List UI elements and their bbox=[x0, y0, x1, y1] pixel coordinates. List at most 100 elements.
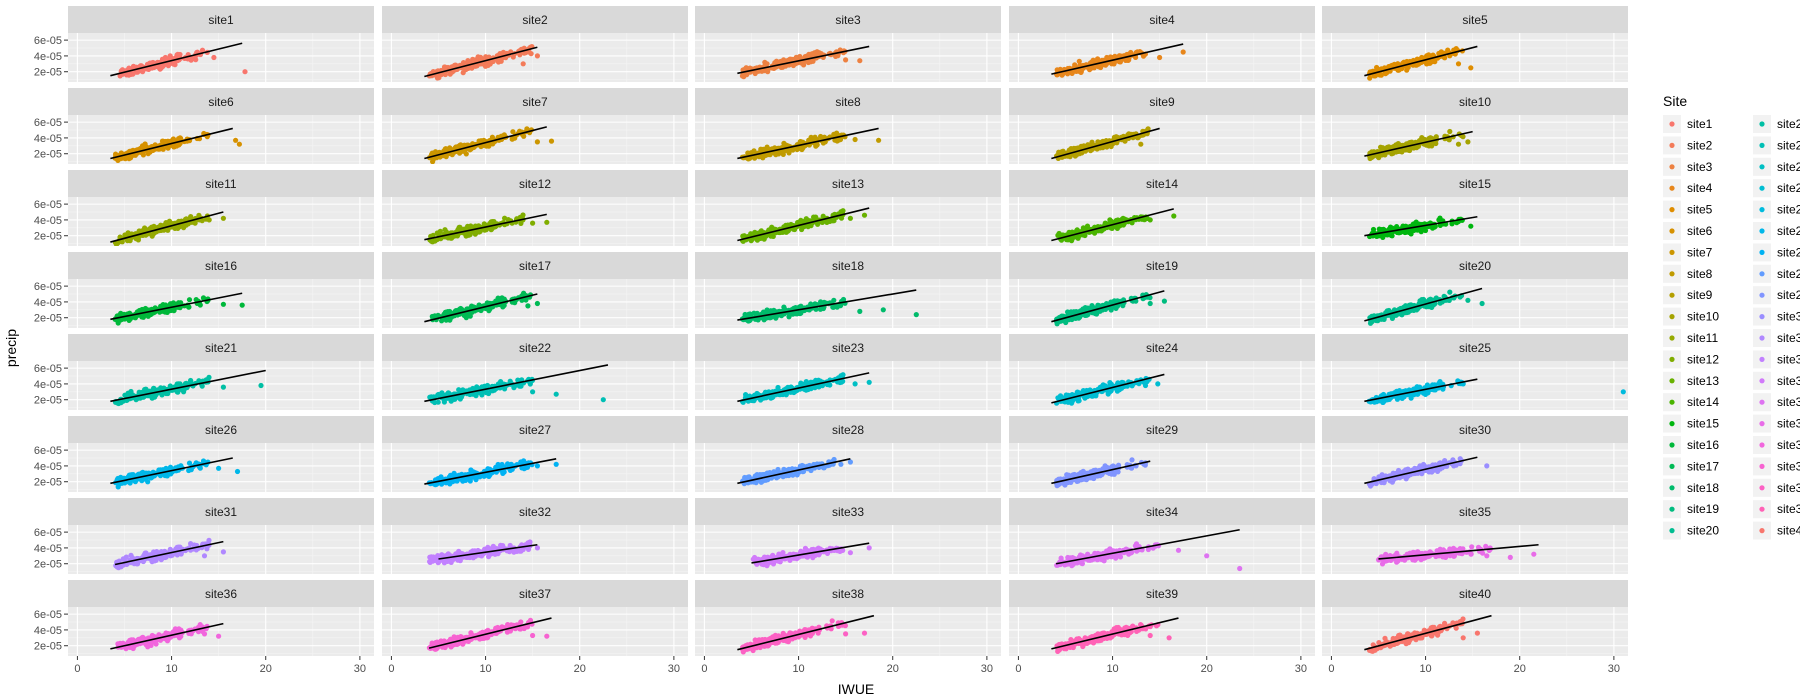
data-point bbox=[483, 54, 489, 60]
data-point bbox=[510, 129, 516, 135]
data-point bbox=[1426, 304, 1432, 310]
data-point bbox=[1108, 225, 1114, 231]
data-point bbox=[441, 397, 447, 403]
data-point bbox=[242, 69, 248, 75]
data-point bbox=[478, 54, 484, 60]
data-point bbox=[1147, 217, 1153, 223]
data-point bbox=[1099, 383, 1105, 389]
regression-line bbox=[110, 211, 224, 243]
data-point bbox=[1147, 300, 1153, 307]
data-point bbox=[158, 222, 164, 228]
facet-panel-site4: site4 bbox=[1009, 6, 1315, 82]
panel-marks bbox=[737, 289, 919, 324]
data-point bbox=[200, 295, 207, 301]
y-tick-label: 2e-05 bbox=[34, 395, 62, 407]
data-point bbox=[880, 307, 886, 313]
facet-panel-site25: site25 bbox=[1322, 334, 1628, 410]
data-point bbox=[754, 390, 760, 397]
data-point bbox=[128, 388, 134, 395]
regression-line bbox=[1364, 45, 1478, 77]
data-point bbox=[114, 400, 120, 406]
data-point bbox=[534, 53, 541, 59]
data-point bbox=[1138, 141, 1144, 147]
data-point bbox=[1089, 393, 1095, 399]
facet-strip-label: site20 bbox=[1459, 259, 1491, 273]
data-point bbox=[512, 135, 518, 141]
data-point bbox=[1078, 69, 1084, 75]
data-point bbox=[1057, 232, 1063, 238]
data-point bbox=[1367, 75, 1373, 81]
data-point bbox=[831, 131, 837, 137]
data-point bbox=[775, 384, 781, 391]
data-point bbox=[548, 138, 555, 144]
data-point bbox=[220, 384, 226, 390]
data-point bbox=[1410, 227, 1416, 233]
facet-strip bbox=[695, 252, 1001, 279]
data-point bbox=[519, 297, 525, 303]
panel-marks bbox=[424, 126, 555, 164]
data-point bbox=[791, 389, 797, 396]
data-point bbox=[1082, 305, 1088, 311]
y-tick-label: 4e-05 bbox=[34, 133, 62, 145]
y-tick-label: 2e-05 bbox=[34, 231, 62, 243]
panel-marks bbox=[737, 45, 870, 80]
y-tick-label: 4e-05 bbox=[34, 297, 62, 309]
data-point bbox=[115, 320, 121, 326]
facet-panel-site10: site10 bbox=[1322, 88, 1628, 164]
regression-line bbox=[110, 127, 233, 160]
facet-panel-site5: site5 bbox=[1322, 6, 1628, 82]
data-point bbox=[122, 316, 128, 322]
data-point bbox=[1097, 145, 1103, 151]
facet-strip bbox=[695, 170, 1001, 197]
facet-panel-site22: site22 bbox=[382, 334, 688, 410]
facet-panel-site7: site7 bbox=[382, 88, 688, 164]
facet-strip-label: site14 bbox=[1146, 177, 1178, 191]
data-point bbox=[838, 209, 844, 215]
facet-strip-label: site22 bbox=[519, 341, 551, 355]
data-point bbox=[1437, 379, 1443, 385]
data-point bbox=[820, 140, 827, 146]
data-point bbox=[809, 51, 815, 57]
data-point bbox=[149, 395, 155, 401]
data-point bbox=[530, 389, 536, 395]
facet-strip bbox=[1322, 170, 1628, 197]
facet-strip bbox=[382, 252, 688, 279]
data-point bbox=[186, 297, 193, 303]
data-point bbox=[115, 239, 121, 246]
data-point bbox=[430, 159, 436, 164]
regression-line bbox=[424, 126, 547, 160]
data-point bbox=[1108, 218, 1114, 224]
regression-line bbox=[1364, 215, 1478, 237]
facet-strip bbox=[1009, 6, 1315, 33]
data-point bbox=[778, 313, 785, 319]
facet-strip-label: site6 bbox=[208, 95, 234, 109]
data-point bbox=[843, 57, 849, 63]
data-point bbox=[501, 302, 507, 308]
data-point bbox=[786, 314, 792, 320]
data-point bbox=[140, 152, 146, 158]
data-point bbox=[751, 398, 757, 404]
facet-panel-site9: site9 bbox=[1009, 88, 1315, 164]
panel-marks bbox=[737, 207, 870, 244]
facet-panel-site23: site23 bbox=[695, 334, 1001, 410]
data-point bbox=[236, 141, 242, 147]
data-point bbox=[534, 139, 541, 145]
data-point bbox=[1133, 54, 1139, 61]
data-point bbox=[1161, 298, 1167, 304]
data-point bbox=[193, 57, 199, 63]
data-point bbox=[1065, 71, 1071, 77]
data-point bbox=[239, 302, 245, 308]
data-point bbox=[206, 374, 212, 380]
data-point bbox=[1129, 220, 1135, 226]
data-point bbox=[454, 233, 460, 239]
facet-strip-label: site19 bbox=[1146, 259, 1178, 273]
facet-panel-site14: site14 bbox=[1009, 170, 1315, 246]
facet-panel-site12: site12 bbox=[382, 170, 688, 246]
data-point bbox=[188, 57, 194, 63]
panel-marks bbox=[1051, 373, 1165, 406]
data-point bbox=[124, 72, 130, 78]
regression-line bbox=[110, 42, 243, 77]
